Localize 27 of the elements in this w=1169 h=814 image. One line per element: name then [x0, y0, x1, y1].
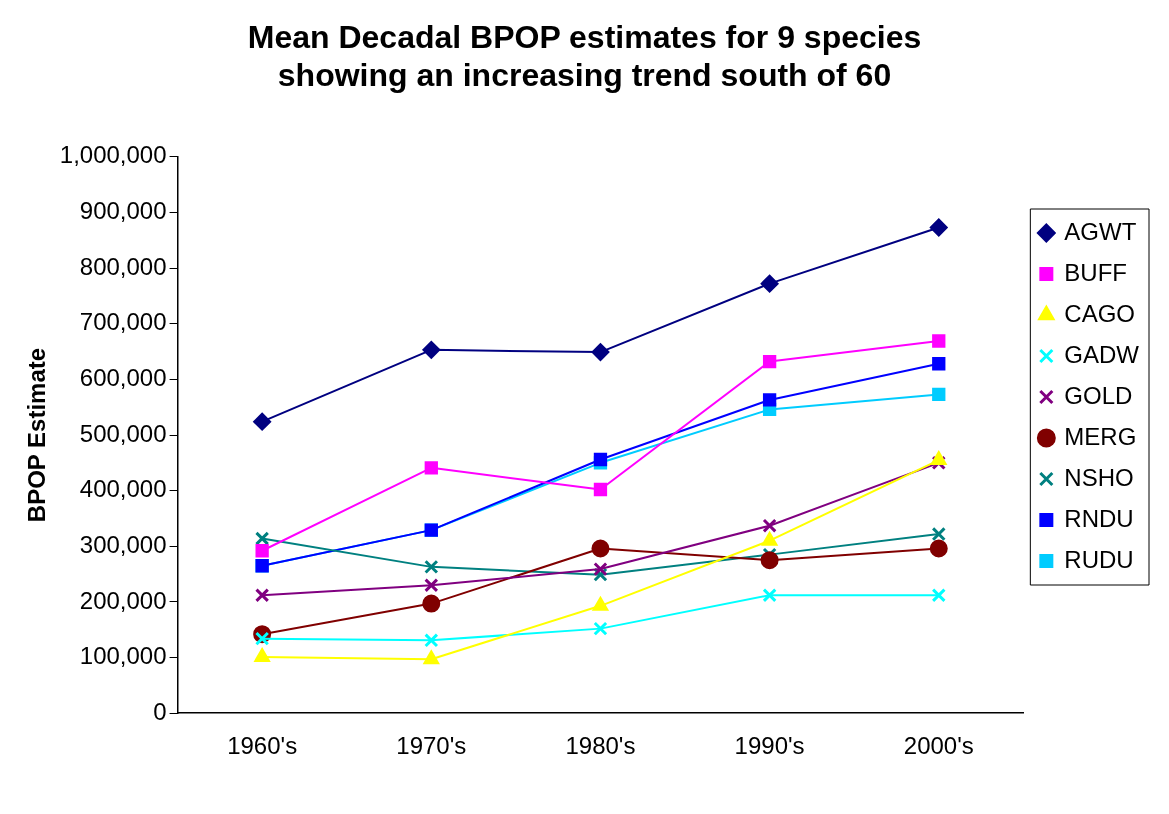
x-tick-label: 1990's	[734, 732, 805, 760]
chart-title: Mean Decadal BPOP estimates for 9 species showing an increasing trend south of 60	[247, 19, 922, 94]
legend-label: BUFF	[1064, 258, 1128, 286]
x-tick-label: 2000's	[903, 732, 974, 760]
y-axis-title: BPOP Estimate	[23, 347, 51, 523]
y-tick-label: 400,000	[79, 475, 167, 503]
legend-label: CAGO	[1064, 299, 1136, 327]
legend-label: GOLD	[1064, 381, 1133, 409]
x-tick-label: 1970's	[396, 732, 467, 760]
legend-label: MERG	[1064, 422, 1137, 450]
y-tick-label: 100,000	[79, 642, 167, 670]
y-tick-label: 300,000	[79, 530, 167, 558]
y-tick-label: 200,000	[79, 586, 167, 614]
legend-label: AGWT	[1064, 217, 1137, 245]
y-tick-label: 1,000,000	[59, 141, 167, 169]
x-tick-label: 1980's	[565, 732, 636, 760]
legend-label: RNDU	[1064, 504, 1134, 532]
y-tick-label: 500,000	[79, 419, 167, 447]
legend-label: GADW	[1064, 340, 1140, 368]
legend-label: NSHO	[1064, 463, 1134, 491]
x-tick-label: 1960's	[227, 732, 298, 760]
legend-label: RUDU	[1064, 545, 1134, 573]
y-tick-label: 0	[153, 697, 167, 725]
y-tick-label: 800,000	[79, 252, 167, 280]
y-tick-label: 700,000	[79, 308, 167, 336]
y-tick-label: 900,000	[79, 197, 167, 225]
y-tick-label: 600,000	[79, 363, 167, 391]
